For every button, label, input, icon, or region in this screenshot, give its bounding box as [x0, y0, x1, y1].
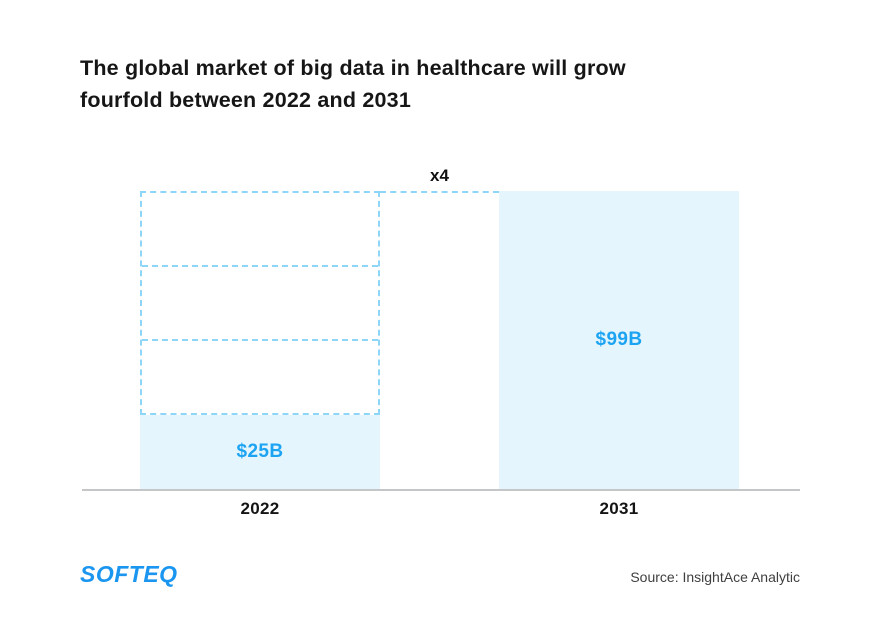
- ghost-segment-1: [142, 193, 378, 267]
- bar-2022: $25B: [140, 415, 380, 489]
- x-axis-line: [82, 489, 800, 491]
- softeq-logo: SOFTEQ: [80, 561, 178, 587]
- ghost-segment-3: [142, 341, 378, 413]
- x-axis-label-2022: 2022: [240, 499, 280, 518]
- multiplier-annotation: x4: [430, 166, 449, 185]
- chart-title-line2: fourfold between 2022 and 2031: [80, 88, 411, 112]
- chart-title-line1: The global market of big data in healthc…: [80, 56, 626, 80]
- source-attribution: Source: InsightAce Analytic: [630, 569, 800, 585]
- ghost-segment-2: [142, 267, 378, 341]
- bar-2022-value-label: $25B: [236, 441, 284, 462]
- dashed-connector-line: [380, 191, 499, 193]
- ghost-growth-outline: [140, 191, 380, 415]
- bar-2031: $99B: [499, 191, 739, 489]
- x-axis-label-2031: 2031: [599, 499, 639, 518]
- bar-2031-value-label: $99B: [595, 329, 643, 350]
- chart-title: The global market of big data in healthc…: [80, 52, 780, 116]
